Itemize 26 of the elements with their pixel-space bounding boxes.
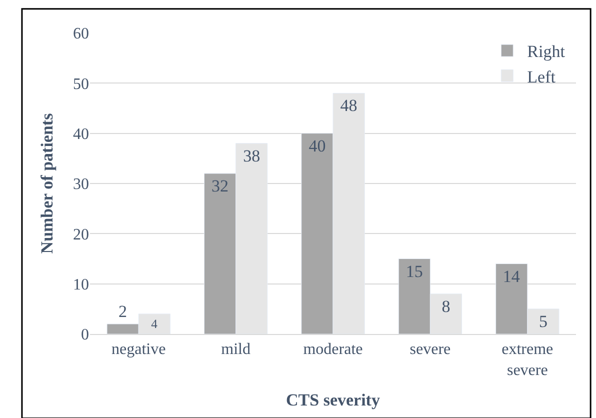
- data-label: 40: [308, 136, 326, 156]
- data-label: 38: [243, 146, 260, 166]
- y-tick-label: 10: [73, 276, 89, 294]
- data-label: 15: [406, 262, 423, 281]
- x-tick-label: negative: [112, 341, 166, 358]
- x-tick-label: extreme severe: [502, 341, 554, 379]
- y-axis-title: Number of patients: [38, 112, 57, 254]
- y-tick-label: 60: [73, 26, 89, 43]
- y-tick-label: 30: [73, 176, 89, 194]
- data-label: 2: [118, 302, 128, 321]
- y-tick-label: 40: [73, 126, 89, 143]
- x-tick-label: mild: [221, 341, 250, 358]
- data-label: 5: [538, 312, 548, 331]
- data-label: 32: [212, 176, 229, 196]
- x-axis-title: CTS severity: [286, 390, 380, 410]
- x-tick-label: moderate: [303, 341, 363, 358]
- data-label: 4: [151, 317, 158, 332]
- data-label: 14: [502, 266, 520, 286]
- legend-label: Left: [527, 67, 556, 86]
- y-tick-label: 50: [73, 76, 89, 93]
- data-label: 48: [340, 96, 358, 116]
- x-tick-label: severe: [410, 341, 451, 358]
- legend-label: Right: [527, 42, 566, 62]
- y-tick-label: 0: [81, 326, 89, 344]
- data-label: 8: [442, 296, 450, 316]
- y-tick-label: 20: [73, 226, 89, 244]
